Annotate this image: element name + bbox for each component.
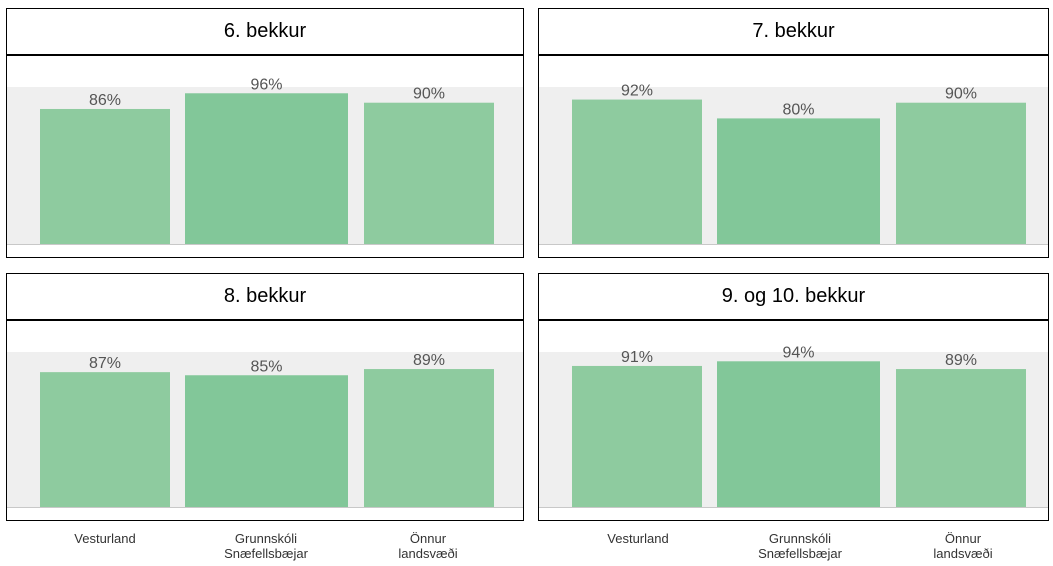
data-label: 90% (413, 86, 445, 103)
bar (717, 361, 880, 507)
chart-plot: 87% 85% 89% (7, 352, 523, 508)
data-label: 85% (250, 358, 282, 375)
bar (717, 118, 880, 244)
bar (572, 365, 702, 507)
bar (185, 375, 348, 507)
bar (896, 102, 1026, 244)
bar (364, 369, 494, 507)
bar (896, 369, 1026, 507)
data-label: 94% (782, 344, 814, 361)
chart-title: 9. og 10. bekkur (539, 274, 1048, 321)
data-label: 89% (945, 352, 977, 369)
data-label: 92% (621, 83, 653, 100)
data-label: 91% (621, 349, 653, 366)
data-label: 96% (250, 76, 282, 93)
data-label: 87% (89, 355, 121, 372)
x-tick-label: Vesturland (74, 531, 136, 546)
x-tick-label: Grunnskóli Snæfellsbæjar (224, 531, 308, 561)
bar (364, 102, 494, 244)
bar (572, 99, 702, 244)
chart-panel-8: 8. bekkur 87% 85% 89% (6, 273, 524, 521)
data-label: 86% (89, 92, 121, 109)
chart-panel-7: 7. bekkur 92% 80% 90% (538, 8, 1049, 258)
data-label: 89% (413, 352, 445, 369)
x-tick-label: Grunnskóli Snæfellsbæjar (758, 531, 842, 561)
x-tick-label: Önnur landsvæði (933, 531, 993, 561)
chart-plot: 86% 96% 90% (7, 76, 523, 245)
bar (40, 108, 170, 244)
chart-plot: 91% 94% 89% (539, 344, 1048, 508)
data-label: 90% (945, 86, 977, 103)
chart-panel-9-10: 9. og 10. bekkur 91% 94% 89% (538, 273, 1049, 521)
data-label: 80% (782, 101, 814, 118)
bar (185, 93, 348, 244)
x-tick-label: Vesturland (607, 531, 669, 546)
chart-panel-6: 6. bekkur 86% 96% 90% (6, 8, 524, 258)
bar (40, 372, 170, 507)
chart-plot: 92% 80% 90% (539, 83, 1048, 245)
x-tick-label: Önnur landsvæði (398, 531, 458, 561)
chart-title: 7. bekkur (539, 9, 1048, 56)
chart-title: 6. bekkur (7, 9, 523, 56)
chart-title: 8. bekkur (7, 274, 523, 321)
